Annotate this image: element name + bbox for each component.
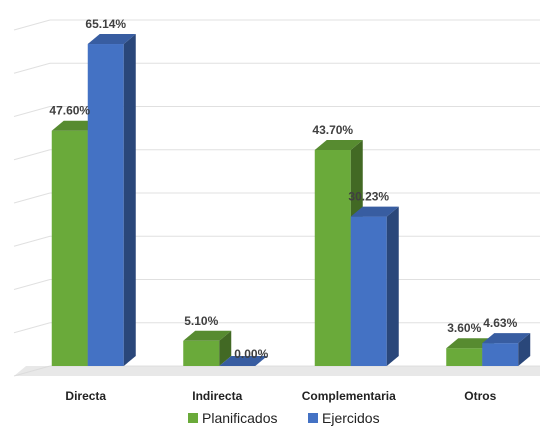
data-labels: 47.60% 65.14% 5.10% 0.00% 43.70% 30.23% 3.60% 4… — [49, 17, 517, 361]
bar-top — [87, 34, 136, 45]
bar-top — [183, 330, 232, 341]
data-label: 0.00% — [234, 347, 268, 361]
category-label: Otros — [464, 389, 496, 403]
bar — [183, 340, 220, 366]
bar-top — [314, 139, 363, 150]
bar — [87, 44, 124, 367]
data-label: 30.23% — [348, 190, 389, 204]
gridline — [13, 279, 51, 290]
chart-floor — [14, 366, 540, 376]
bar-top — [219, 356, 268, 366]
gridline — [13, 322, 51, 334]
gridline — [13, 235, 51, 247]
bar — [51, 130, 88, 366]
bar-top — [482, 333, 531, 344]
gridline — [13, 192, 51, 204]
category-label: Directa — [65, 389, 106, 403]
category-label: Complementaria — [302, 389, 396, 403]
legend-label: Planificados — [202, 410, 278, 426]
gridline — [13, 19, 51, 31]
bar-side — [219, 330, 232, 366]
gridline — [13, 62, 51, 74]
bar — [314, 149, 351, 366]
bar — [350, 216, 387, 366]
data-label: 5.10% — [184, 314, 218, 328]
category-labels: Directa Indirecta Complementaria Otros — [65, 389, 496, 403]
legend-label: Ejercidos — [322, 410, 380, 426]
bar-top — [350, 206, 399, 217]
bar-side — [518, 333, 531, 366]
gridline — [13, 106, 51, 117]
bar-side — [123, 34, 136, 367]
data-label: 43.70% — [312, 123, 353, 137]
bar — [482, 343, 519, 366]
bar — [446, 348, 483, 366]
legend: Planificados Ejercidos — [188, 410, 380, 426]
data-label: 47.60% — [49, 104, 90, 118]
bars — [51, 34, 531, 367]
data-label: 4.63% — [483, 316, 517, 330]
data-label: 3.60% — [447, 321, 481, 335]
category-label: Indirecta — [192, 389, 242, 403]
legend-swatch — [308, 413, 318, 423]
data-label: 65.14% — [85, 17, 126, 31]
gridline — [13, 149, 51, 161]
floor-shadow — [14, 366, 540, 376]
legend-swatch — [188, 413, 198, 423]
bar-side — [386, 206, 399, 366]
